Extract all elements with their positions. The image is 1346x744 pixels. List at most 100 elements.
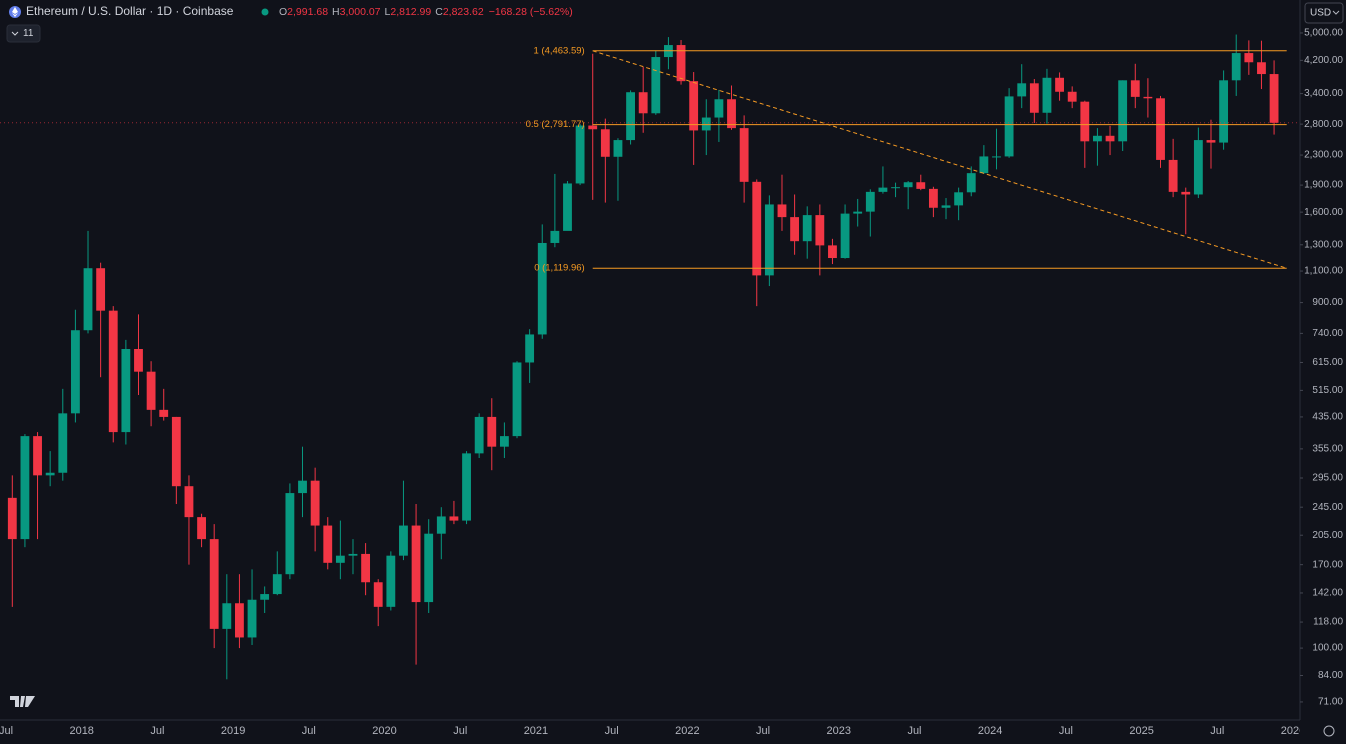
- x-tick-label: 2018: [69, 725, 93, 737]
- candle-body: [348, 553, 358, 556]
- candle-body: [373, 582, 383, 607]
- y-tick-label: 295.00: [1312, 473, 1343, 484]
- x-tick-label: 2024: [978, 725, 1002, 737]
- y-tick-label: 5,000.00: [1304, 28, 1343, 39]
- y-tick-label: 118.00: [1313, 617, 1343, 628]
- candle-body: [171, 416, 181, 487]
- eth-glyph: [12, 7, 18, 17]
- candle-body: [20, 436, 30, 540]
- candle-body: [828, 245, 837, 259]
- y-tick-label: 1,300.00: [1304, 239, 1343, 250]
- candle-body: [1055, 77, 1064, 92]
- candle-body: [1156, 98, 1165, 160]
- fib-label: 0.5 (2,791.77): [526, 119, 585, 130]
- candle-body: [146, 371, 156, 410]
- y-tick-label: 100.00: [1312, 643, 1343, 654]
- candle-body: [235, 603, 244, 638]
- currency-box[interactable]: [1304, 2, 1344, 24]
- candle-body: [96, 268, 106, 311]
- candle-body: [1093, 135, 1102, 142]
- candle-body: [1206, 140, 1216, 143]
- currency-caret[interactable]: [1332, 10, 1340, 15]
- candle-body: [1143, 96, 1153, 99]
- candle-body: [1130, 80, 1140, 97]
- ohlc-key: C: [435, 6, 443, 18]
- candle-body: [1244, 53, 1254, 63]
- settings-icon[interactable]: [1323, 725, 1335, 737]
- x-tick-label: Jul: [756, 725, 770, 737]
- candle-body: [70, 330, 80, 414]
- candle-body: [222, 603, 232, 629]
- candle-body: [424, 533, 434, 603]
- candle-body: [285, 493, 295, 575]
- candle-body: [45, 472, 55, 476]
- price-axis: 5,000.00 4,200.00 3,400.00 2,800.00 2,300.00…: [1300, 28, 1343, 708]
- candle-body: [335, 555, 345, 563]
- ohlc-value: 3,000.07: [340, 6, 381, 18]
- candle-body: [7, 497, 17, 540]
- candle-body: [626, 92, 635, 141]
- candle-body: [411, 525, 421, 603]
- y-tick-label: 740.00: [1312, 328, 1343, 339]
- candle-body: [159, 409, 169, 417]
- y-tick-label: 205.00: [1312, 530, 1343, 541]
- candle-body: [537, 242, 547, 335]
- candle-body: [1118, 80, 1128, 142]
- candle-body: [399, 525, 408, 556]
- currency[interactable]: USD: [1310, 8, 1331, 19]
- candle-body: [184, 486, 194, 518]
- y-tick-label: 1,100.00: [1304, 266, 1343, 277]
- tv-logo[interactable]: [10, 696, 35, 707]
- ohlc-value: 2,823.62: [443, 6, 484, 18]
- candle-body: [916, 182, 926, 189]
- candle-body: [903, 182, 913, 188]
- indicator-caret[interactable]: [11, 31, 19, 36]
- candle-body: [1193, 140, 1203, 195]
- x-tick-label: Jul: [302, 725, 316, 737]
- indicator-toggle[interactable]: [6, 24, 41, 43]
- candle-body: [474, 416, 484, 454]
- candle-body: [575, 125, 585, 184]
- y-tick-label: 142.00: [1312, 588, 1343, 599]
- y-tick-label: 1,900.00: [1304, 180, 1343, 191]
- candle-body: [550, 230, 560, 243]
- y-tick-label: 71.00: [1318, 697, 1343, 708]
- candle-body: [436, 516, 446, 534]
- candle-body: [739, 128, 749, 182]
- candle-body: [386, 555, 396, 607]
- candle-body: [1042, 77, 1052, 113]
- candle-body: [764, 204, 774, 276]
- candle-body: [815, 215, 825, 246]
- x-tick-label: 2026: [1281, 725, 1305, 737]
- candle-body: [247, 599, 257, 638]
- x-tick-label: 2021: [524, 725, 548, 737]
- candle-body: [361, 553, 371, 583]
- y-tick-label: 3,400.00: [1304, 88, 1343, 99]
- candle-body: [272, 574, 282, 595]
- candle-body: [1017, 83, 1027, 97]
- plot-area: 1 (4,463.59) 0.5 (2,791.77) 0 (1,119.96): [0, 34, 1300, 680]
- candle-body: [714, 99, 724, 118]
- candle-body: [1168, 159, 1178, 192]
- candle-body: [777, 204, 787, 218]
- candle-body: [108, 310, 118, 433]
- candle-body: [33, 436, 42, 476]
- candle-body: [954, 192, 964, 206]
- ohlc-value: 2,812.99: [390, 6, 431, 18]
- candle-body: [878, 187, 888, 192]
- candle-body: [1269, 74, 1279, 123]
- candle-body: [701, 117, 711, 131]
- candle-body: [865, 191, 875, 212]
- candle-body: [499, 436, 509, 447]
- candle-body: [613, 140, 623, 157]
- indicator-count[interactable]: 11: [23, 28, 34, 39]
- candle-body: [449, 516, 459, 521]
- candle-body: [512, 362, 522, 437]
- fib-label: 0 (1,119.96): [534, 263, 585, 274]
- y-tick-label: 4,200.00: [1304, 55, 1343, 66]
- y-tick-label: 84.00: [1318, 670, 1343, 681]
- candle-body: [651, 57, 661, 114]
- x-tick-label: 2022: [675, 725, 699, 737]
- candle-body: [323, 525, 333, 563]
